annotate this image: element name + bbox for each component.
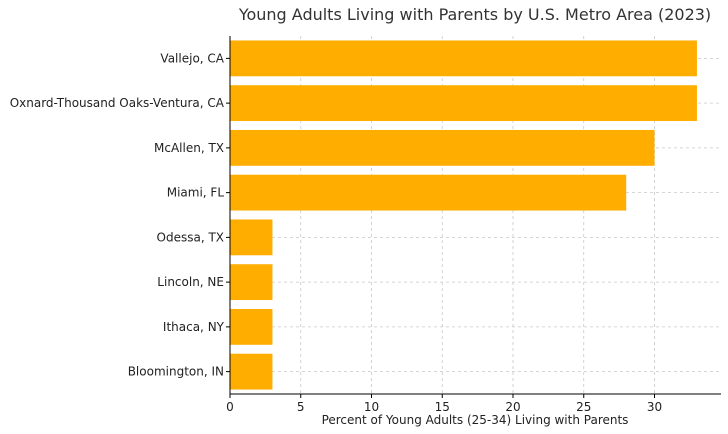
bar: [230, 129, 655, 166]
y-tick-label: Odessa, TX: [157, 230, 224, 244]
bar: [230, 308, 273, 345]
x-tick-label: 30: [647, 400, 662, 414]
y-tick-label: Bloomington, IN: [128, 365, 224, 379]
x-tick-label: 15: [435, 400, 450, 414]
bar: [230, 353, 273, 390]
x-tick-label: 0: [226, 400, 234, 414]
chart-title: Young Adults Living with Parents by U.S.…: [238, 5, 711, 24]
x-tick-label: 25: [576, 400, 591, 414]
y-tick-label: Vallejo, CA: [160, 51, 224, 65]
x-tick-label: 10: [364, 400, 379, 414]
bar: [230, 264, 273, 301]
x-tick-label: 5: [297, 400, 305, 414]
axes: 0 5 10 15 20 25 30 Vallejo, CA Oxnard-Thousand O…: [10, 36, 721, 414]
y-tick-label: McAllen, TX: [154, 141, 224, 155]
x-axis-label: Percent of Young Adults (25-34) Living w…: [322, 413, 629, 427]
bar: [230, 219, 273, 256]
bars: [230, 40, 697, 390]
bar: [230, 85, 697, 122]
bar: [230, 40, 697, 77]
x-tick-label: 20: [505, 400, 520, 414]
bar: [230, 174, 627, 211]
y-tick-label: Miami, FL: [167, 186, 225, 200]
y-tick-label: Ithaca, NY: [163, 320, 225, 334]
y-tick-label: Lincoln, NE: [157, 275, 224, 289]
y-tick-label: Oxnard-Thousand Oaks-Ventura, CA: [10, 96, 225, 110]
